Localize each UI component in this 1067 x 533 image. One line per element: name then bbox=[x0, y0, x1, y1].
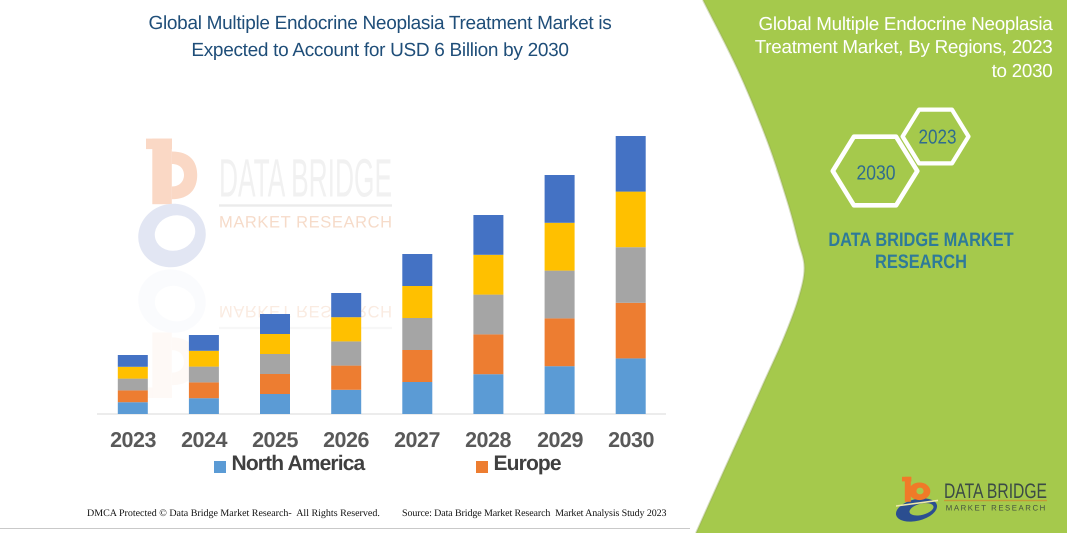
svg-text:MARKET RESEARCH: MARKET RESEARCH bbox=[946, 504, 1046, 513]
svg-text:DATA BRIDGE: DATA BRIDGE bbox=[219, 149, 392, 209]
svg-text:DATA BRIDGE: DATA BRIDGE bbox=[944, 480, 1047, 503]
svg-text:MARKET RESEARCH: MARKET RESEARCH bbox=[219, 214, 392, 232]
svg-text:2023: 2023 bbox=[919, 126, 957, 148]
svg-text:2030: 2030 bbox=[857, 161, 896, 184]
